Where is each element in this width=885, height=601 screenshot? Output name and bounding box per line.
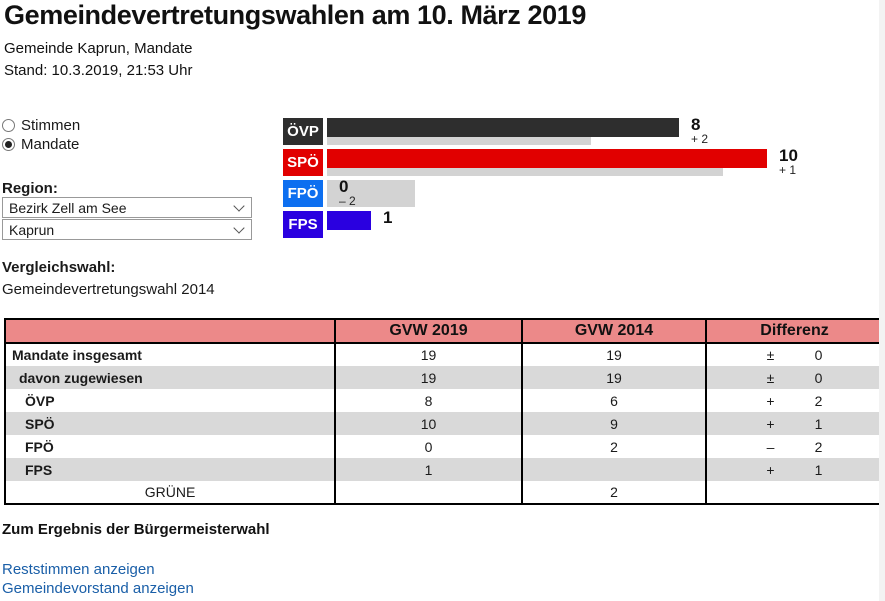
bar-diff: + 2 [691, 132, 709, 146]
buergermeisterwahl-link[interactable]: Zum Ergebnis der Bürgermeisterwahl [2, 521, 270, 538]
cell-gvw2019: 8 [334, 389, 522, 412]
bar-value-group: 10 + 1 [779, 146, 798, 177]
bar-diff: + 1 [779, 163, 797, 177]
party-label-box: FPÖ [283, 180, 323, 207]
bar-current [327, 118, 679, 137]
radio-mandate-label: Mandate [21, 136, 80, 153]
row-label: SPÖ [25, 415, 55, 432]
cell-differenz: +2 [705, 389, 883, 412]
reststimmen-link[interactable]: Reststimmen anzeigen [2, 561, 155, 578]
row-label: GRÜNE [144, 484, 196, 500]
cell-differenz: –2 [705, 435, 883, 458]
cell-gvw2019 [334, 481, 522, 504]
cell-differenz: +1 [705, 458, 883, 481]
status-timestamp: Stand: 10.3.2019, 21:53 Uhr [4, 62, 193, 79]
cell-gvw2014: 6 [521, 389, 706, 412]
cell-gvw2019: 1 [334, 458, 522, 481]
table-row-fpoe: FPÖ 0 2 –2 [5, 435, 883, 458]
cell-gvw2014: 19 [521, 366, 706, 389]
chevron-down-icon [233, 221, 245, 234]
chevron-down-icon [233, 199, 245, 212]
party-label-box: FPS [283, 211, 323, 238]
cell-gvw2019: 10 [334, 412, 522, 435]
cell-gvw2014: 9 [521, 412, 706, 435]
chart-row-spoe: SPÖ 10 + 1 [283, 146, 863, 177]
bar-current [327, 211, 371, 230]
col-header-gvw2019: GVW 2019 [334, 319, 522, 344]
row-label: FPS [25, 461, 53, 478]
cell-gvw2014: 19 [521, 343, 706, 366]
chart-row-fpoe: FPÖ 0 – 2 [283, 177, 863, 208]
table-row-davon-zugewiesen: davon zugewiesen 19 19 ±0 [5, 366, 883, 389]
region-label: Region: [2, 180, 58, 197]
cell-gvw2014: 2 [521, 435, 706, 458]
radio-stimmen-label: Stimmen [21, 117, 81, 134]
bar-compare [327, 180, 415, 207]
cell-differenz: ±0 [705, 366, 883, 389]
cell-gvw2019: 0 [334, 435, 522, 458]
bar-value: 8 [691, 115, 701, 134]
cell-differenz: ±0 [705, 343, 883, 366]
cell-gvw2014 [521, 458, 706, 481]
table-row-mandate-insgesamt: Mandate insgesamt 19 19 ±0 [5, 343, 883, 366]
cell-gvw2019: 19 [334, 366, 522, 389]
bar-value-group: 1 [383, 208, 393, 227]
table-row-fps: FPS 1 +1 [5, 458, 883, 481]
bar-value-group: 8 + 2 [691, 115, 709, 146]
subtitle: Gemeinde Kaprun, Mandate [4, 40, 193, 57]
party-label-box: SPÖ [283, 149, 323, 176]
table-row-spoe: SPÖ 10 9 +1 [5, 412, 883, 435]
chart-row-oevp: ÖVP 8 + 2 [283, 115, 863, 146]
bar-value: 1 [383, 208, 393, 227]
gemeindevorstand-link[interactable]: Gemeindevorstand anzeigen [2, 580, 194, 597]
bezirk-select[interactable]: Bezirk Zell am See [2, 197, 252, 218]
col-header-gvw2014: GVW 2014 [521, 319, 706, 344]
table-header-row: GVW 2019 GVW 2014 Differenz [5, 319, 883, 344]
cell-differenz [705, 481, 883, 504]
bar-diff: – 2 [339, 194, 356, 208]
bar-current [327, 149, 767, 168]
mandate-bar-chart: ÖVP 8 + 2 SPÖ 10 + 1 FPÖ 0 – 2 [283, 115, 863, 242]
results-table: GVW 2019 GVW 2014 Differenz Mandate insg… [4, 318, 884, 505]
party-label-box: ÖVP [283, 118, 323, 145]
radio-button-icon[interactable] [2, 119, 15, 132]
vergleichswahl-value: Gemeindevertretungswahl 2014 [2, 281, 215, 298]
page-edge-strip [879, 0, 885, 601]
bar-value: 0 [339, 177, 349, 196]
gemeinde-select[interactable]: Kaprun [2, 219, 252, 240]
table-row-gruene: GRÜNE 2 [5, 481, 883, 504]
row-label: ÖVP [25, 392, 55, 409]
page-title: Gemeindevertretungswahlen am 10. März 20… [4, 0, 586, 30]
vergleichswahl-label: Vergleichswahl: [2, 259, 116, 276]
view-mode-radio-group: Stimmen Mandate [2, 116, 80, 154]
cell-gvw2014: 2 [521, 481, 706, 504]
table-row-oevp: ÖVP 8 6 +2 [5, 389, 883, 412]
radio-button-icon[interactable] [2, 138, 15, 151]
col-header-empty [5, 319, 335, 344]
radio-stimmen[interactable]: Stimmen [2, 116, 80, 135]
chart-row-fps: FPS 1 [283, 208, 863, 238]
bezirk-select-value: Bezirk Zell am See [9, 199, 127, 216]
gemeinde-select-value: Kaprun [9, 221, 55, 238]
cell-differenz: +1 [705, 412, 883, 435]
row-label: Mandate insgesamt [12, 347, 142, 363]
radio-mandate[interactable]: Mandate [2, 135, 80, 154]
bar-value: 10 [779, 146, 798, 165]
bar-value-group: 0 – 2 [339, 177, 356, 208]
row-label: davon zugewiesen [19, 369, 143, 386]
col-header-differenz: Differenz [705, 319, 883, 344]
row-label: FPÖ [25, 438, 54, 455]
cell-gvw2019: 19 [334, 343, 522, 366]
